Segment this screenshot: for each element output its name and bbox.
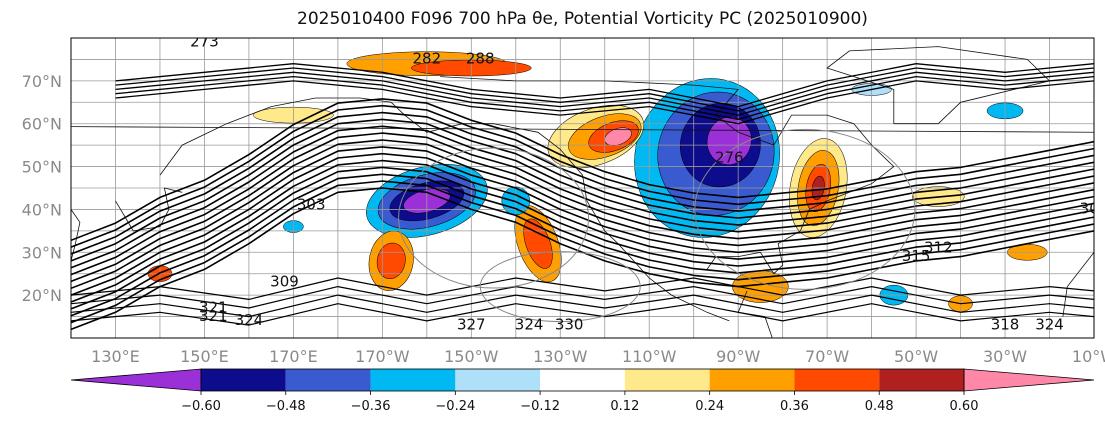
contour-label: 321 xyxy=(199,298,228,316)
colorbar-tick-label: 0.60 xyxy=(950,399,979,414)
y-tick-label: 70°N xyxy=(22,72,62,91)
pc-negative-area xyxy=(706,116,752,165)
theta-e-contour xyxy=(71,294,1094,318)
colorbar-tick-label: −0.36 xyxy=(351,399,391,414)
colorbar-extend-high xyxy=(963,368,1095,392)
contour-label: 303 xyxy=(297,195,326,213)
contour-label: 330 xyxy=(555,315,584,333)
map-frame xyxy=(70,37,1095,339)
theta-e-contour xyxy=(71,104,1094,248)
colorbar-tick-label: −0.24 xyxy=(435,399,475,414)
coastline-na-east xyxy=(440,76,895,275)
contour-label: 324 xyxy=(1035,315,1064,333)
theta-e-contour xyxy=(71,166,1094,310)
y-tick-label: 40°N xyxy=(22,200,62,219)
theta-e-contour xyxy=(71,159,1094,303)
theta-e-contour xyxy=(71,139,1094,283)
x-tick-label: 110°W xyxy=(622,347,677,366)
colorbar-segment xyxy=(709,369,795,391)
theta-e-contour xyxy=(71,152,1094,296)
theta-e-contour xyxy=(71,132,1094,276)
contour-label: 324 xyxy=(515,315,544,333)
contour-label: 312 xyxy=(924,238,953,256)
theta-e-contour xyxy=(115,71,1094,116)
y-tick-label: 20°N xyxy=(22,286,62,305)
colorbar-segment xyxy=(624,369,710,391)
pc-positive-area xyxy=(523,218,553,269)
colorbar-tick-label: 0.36 xyxy=(780,399,809,414)
theta-e-contour xyxy=(71,187,1094,331)
contour-label: 306 xyxy=(1080,200,1105,218)
x-tick-label: 130°E xyxy=(91,347,140,366)
x-tick-label: 10°W xyxy=(1072,347,1105,366)
colorbar-tick-label: 0.12 xyxy=(610,399,639,414)
reference-contour xyxy=(479,251,641,323)
colorbar-segment xyxy=(285,369,371,391)
colorbar-tick-label: 0.48 xyxy=(865,399,894,414)
contour-label: 327 xyxy=(457,315,486,333)
x-tick-label: 170°W xyxy=(355,347,410,366)
theta-e-contour xyxy=(115,63,1094,108)
theta-e-contour xyxy=(71,118,1094,262)
theta-e-contour xyxy=(115,80,1094,125)
colorbar-tick-label: 0.24 xyxy=(695,399,724,414)
reference-contour xyxy=(398,147,590,289)
theta-e-contour xyxy=(71,173,1094,317)
contour-label: 321 xyxy=(199,307,228,325)
reference-contour xyxy=(694,128,916,290)
colorbar-frame xyxy=(200,368,965,392)
contour-label: 309 xyxy=(270,273,299,291)
theta-e-contour xyxy=(115,67,1094,112)
contour-label: 282 xyxy=(413,50,442,68)
colorbar-tick-label: −0.48 xyxy=(266,399,306,414)
y-tick-label: 50°N xyxy=(22,158,62,177)
colorbar-segment xyxy=(879,369,964,391)
contour-label: 288 xyxy=(466,50,495,68)
x-tick-label: 130°W xyxy=(533,347,588,366)
y-tick-label: 60°N xyxy=(22,115,62,134)
colorbar-tick-label: −0.12 xyxy=(520,399,560,414)
colorbar-segment xyxy=(794,369,880,391)
contour-label: 273 xyxy=(190,33,219,51)
contour-label: 324 xyxy=(235,311,264,329)
coastline-central-america xyxy=(737,290,773,338)
chart-title: 2025010400 F096 700 hPa θe, Potential Vo… xyxy=(297,9,868,29)
contour-label: 318 xyxy=(991,315,1020,333)
coastline-siberia xyxy=(159,97,392,176)
x-tick-label: 70°W xyxy=(805,347,849,366)
colorbar-extend-low xyxy=(70,368,202,392)
colorbar-segment xyxy=(370,369,456,391)
x-tick-label: 30°W xyxy=(983,347,1027,366)
colorbar-segment xyxy=(540,369,625,391)
contour-label: 315 xyxy=(902,247,931,265)
theta-e-contour xyxy=(115,75,1094,121)
theta-e-contour xyxy=(71,277,1094,300)
theta-e-contour xyxy=(71,303,1094,326)
x-tick-label: 50°W xyxy=(894,347,938,366)
theta-e-contour xyxy=(71,286,1094,309)
theta-e-contour xyxy=(71,125,1094,269)
coastline-japan xyxy=(115,187,183,232)
colorbar-segment xyxy=(455,369,541,391)
x-tick-label: 150°W xyxy=(444,347,499,366)
coastline-na-west xyxy=(390,102,730,322)
y-tick-label: 30°N xyxy=(22,243,62,262)
coastline-africa xyxy=(1062,251,1094,317)
x-tick-label: 170°E xyxy=(269,347,318,366)
x-tick-label: 90°W xyxy=(716,347,760,366)
theta-e-contour xyxy=(71,98,1094,242)
theta-e-contour xyxy=(71,180,1094,324)
colorbar-tick-label: −0.60 xyxy=(181,399,221,414)
coastline-asia xyxy=(71,209,81,262)
contour-label: 276 xyxy=(715,148,744,166)
theta-e-contour xyxy=(71,111,1094,255)
colorbar-segment xyxy=(201,369,286,391)
theta-e-contour xyxy=(71,146,1094,290)
x-tick-label: 150°E xyxy=(180,347,229,366)
